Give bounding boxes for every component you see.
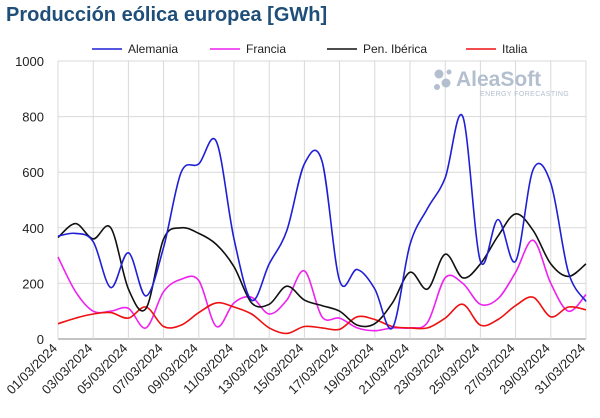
- legend: Alemania Francia Pen. Ibérica Italia: [92, 42, 528, 56]
- legend-label: Francia: [246, 42, 286, 56]
- legend-label: Italia: [502, 42, 528, 56]
- aleasoft-logo-icon: [434, 69, 452, 90]
- series-line-pen-ib-rica: [57, 213, 587, 328]
- y-tick-label: 1000: [15, 54, 44, 69]
- y-tick-label: 800: [22, 110, 44, 125]
- y-tick-label: 400: [22, 221, 44, 236]
- y-tick-label: 0: [37, 332, 44, 347]
- chart-title: Producción eólica europea [GWh]: [6, 4, 328, 26]
- series-line-alemania: [57, 113, 587, 330]
- y-axis-ticks: 0 200 400 600 800 1000: [15, 54, 44, 347]
- legend-label: Alemania: [128, 42, 178, 56]
- legend-label: Pen. Ibérica: [363, 42, 427, 56]
- series-lines: [57, 113, 587, 335]
- y-tick-label: 600: [22, 165, 44, 180]
- series-line-francia: [57, 239, 587, 332]
- watermark-tagline: ENERGY FORECASTING: [480, 91, 569, 98]
- x-axis-ticks: 01/03/202403/03/202405/03/202407/03/2024…: [3, 341, 588, 398]
- y-tick-label: 200: [22, 276, 44, 291]
- gridlines: [57, 60, 587, 340]
- watermark-name: AleaSoft: [456, 68, 541, 91]
- aleasoft-watermark: AleaSoft ENERGY FORECASTING: [434, 68, 569, 98]
- series-line-italia: [57, 296, 587, 335]
